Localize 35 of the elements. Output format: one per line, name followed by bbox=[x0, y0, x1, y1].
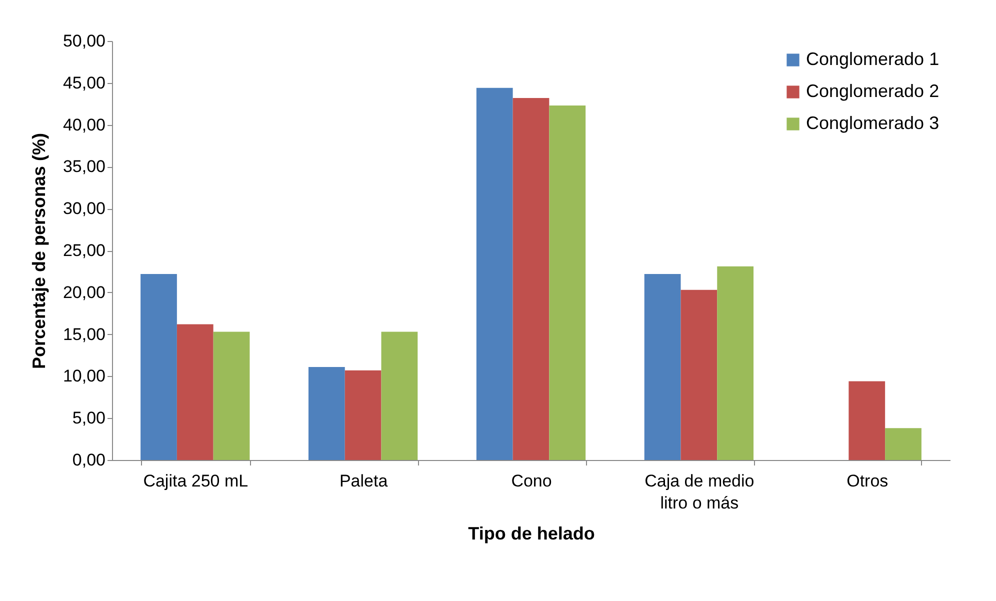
bar bbox=[140, 274, 177, 460]
bar bbox=[476, 88, 513, 460]
bar bbox=[885, 428, 922, 460]
bar bbox=[176, 324, 214, 460]
bar bbox=[213, 332, 250, 460]
y-tick-label: 10,00 bbox=[62, 366, 106, 386]
x-tick-label: Caja de medio litro o más bbox=[644, 472, 754, 512]
y-axis-title: Porcentaje de personas (%) bbox=[28, 132, 49, 370]
bar bbox=[717, 266, 754, 460]
bar bbox=[644, 274, 681, 460]
x-tick-label: Otros bbox=[846, 472, 888, 490]
bar bbox=[680, 290, 718, 460]
bar bbox=[549, 106, 586, 460]
bar bbox=[848, 381, 886, 460]
y-tick-label: 45,00 bbox=[62, 73, 106, 92]
y-tick-label: 30,00 bbox=[62, 199, 106, 218]
y-tick-label: 0,00 bbox=[72, 450, 106, 470]
y-tick-label: 15,00 bbox=[62, 324, 106, 344]
x-axis-title: Tipo de helado bbox=[468, 524, 595, 544]
y-tick-label: 20,00 bbox=[62, 282, 106, 302]
x-tick-label: Paleta bbox=[339, 472, 388, 490]
legend-label: Conglomerado 3 bbox=[806, 113, 940, 133]
x-tick-label: Cajita 250 mL bbox=[143, 472, 248, 490]
x-tick-label: Cono bbox=[511, 472, 552, 490]
bar bbox=[308, 366, 345, 460]
legend-label: Conglomerado 1 bbox=[806, 49, 940, 69]
bar bbox=[344, 370, 382, 460]
y-tick-label: 5,00 bbox=[72, 408, 106, 428]
y-tick-label: 50,00 bbox=[62, 32, 106, 50]
bar bbox=[512, 98, 550, 460]
y-tick-label: 35,00 bbox=[62, 157, 106, 176]
y-tick-label: 40,00 bbox=[62, 115, 106, 134]
legend-label: Conglomerado 2 bbox=[806, 81, 940, 101]
y-tick-label: 25,00 bbox=[62, 241, 106, 260]
bar bbox=[381, 332, 418, 460]
